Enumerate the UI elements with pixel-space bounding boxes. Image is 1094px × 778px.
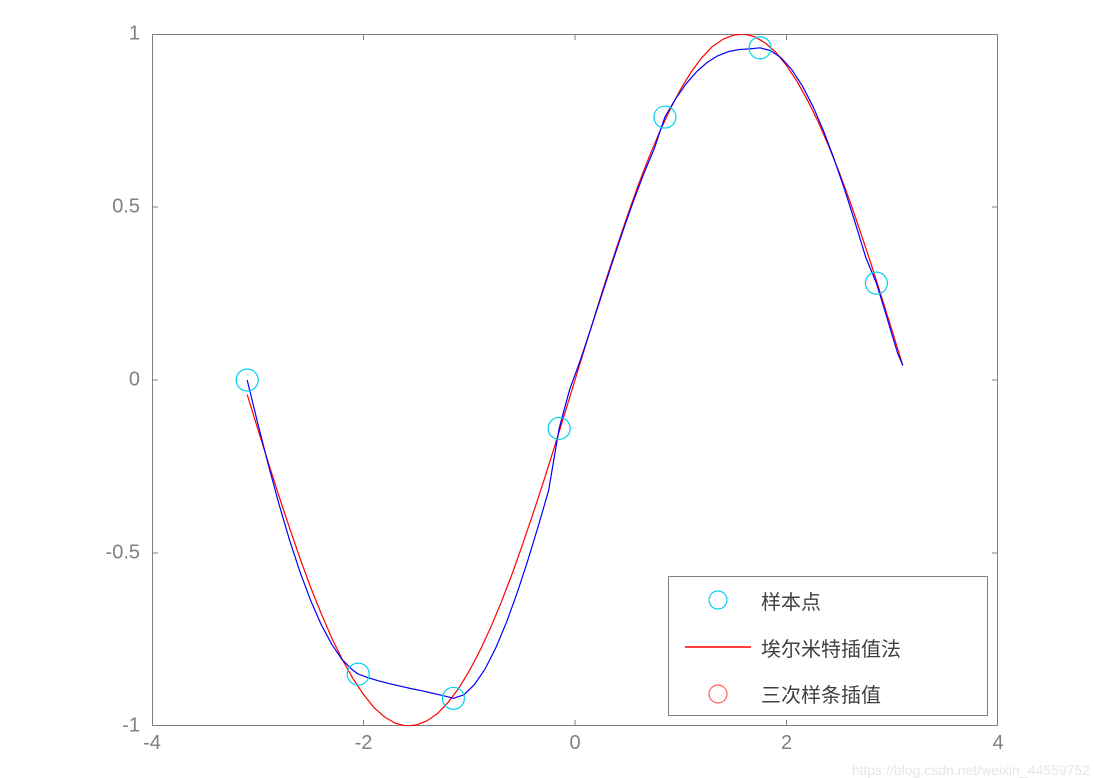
watermark-text: https://blog.csdn.net/weixin_44559752 xyxy=(852,762,1090,778)
x-tick-label: 4 xyxy=(992,732,1003,755)
legend-item: 样本点 xyxy=(683,588,821,612)
x-tick-label: -2 xyxy=(355,732,373,755)
y-tick-label: 0 xyxy=(129,369,140,392)
legend-label: 埃尔米特插值法 xyxy=(761,633,901,662)
legend-item: 埃尔米特插值法 xyxy=(683,635,901,659)
legend-line-icon xyxy=(683,635,753,659)
x-tick-label: -4 xyxy=(143,732,161,755)
y-tick-label: -0.5 xyxy=(106,542,140,565)
legend-label: 三次样条插值 xyxy=(761,679,881,708)
x-tick-label: 2 xyxy=(781,732,792,755)
legend-box: 样本点埃尔米特插值法三次样条插值 xyxy=(668,576,988,716)
y-tick-label: 1 xyxy=(129,23,140,46)
legend-item: 三次样条插值 xyxy=(683,682,881,706)
legend-label: 样本点 xyxy=(761,586,821,615)
x-tick-label: 0 xyxy=(569,732,580,755)
legend-marker-icon xyxy=(683,588,753,612)
y-tick-label: 0.5 xyxy=(112,196,140,219)
chart-container: -4 -2 0 2 4 -1 -0.5 0 0.5 1 样本点埃尔米特插值法三次样条插值 http… xyxy=(0,0,1094,778)
y-tick-label: -1 xyxy=(122,715,140,738)
legend-marker-icon xyxy=(683,682,753,706)
